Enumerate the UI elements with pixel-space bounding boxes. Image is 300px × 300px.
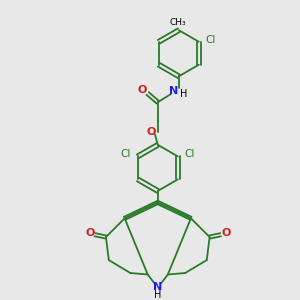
Text: O: O	[85, 228, 94, 238]
Text: CH₃: CH₃	[169, 18, 186, 27]
Text: N: N	[169, 86, 178, 96]
Text: Cl: Cl	[206, 35, 216, 45]
Text: O: O	[221, 228, 230, 238]
Text: H: H	[154, 290, 161, 300]
Text: O: O	[138, 85, 147, 95]
Text: O: O	[147, 128, 156, 137]
Text: Cl: Cl	[121, 149, 131, 159]
Text: Cl: Cl	[184, 149, 195, 159]
Text: H: H	[180, 88, 188, 99]
Text: N: N	[153, 282, 162, 292]
